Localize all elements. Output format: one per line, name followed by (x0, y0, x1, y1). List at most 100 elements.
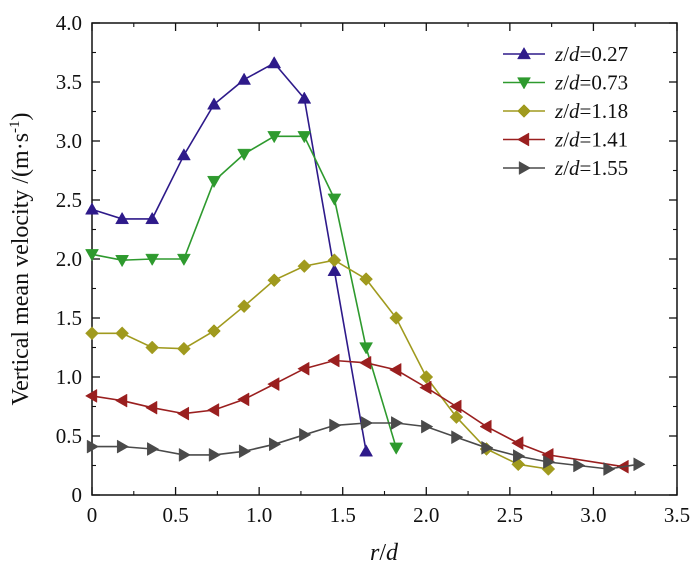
data-point (297, 361, 310, 376)
legend-item: z/d=1.18 (503, 99, 628, 123)
data-point (115, 393, 128, 408)
legend-var1: z (554, 156, 563, 180)
legend-sep: / (563, 42, 569, 66)
x-label-sep: / (379, 540, 386, 566)
data-point (147, 442, 160, 456)
legend-item: z/d=0.27 (503, 42, 628, 66)
data-point (297, 131, 312, 144)
data-point (360, 416, 374, 430)
data-point (176, 406, 190, 421)
data-point (267, 56, 282, 69)
y-tick-label: 0.5 (56, 424, 82, 448)
legend-marker (517, 77, 531, 90)
x-tick-label: 3.0 (580, 503, 606, 527)
data-point (419, 370, 434, 384)
data-point (116, 439, 130, 454)
data-point (176, 253, 191, 267)
data-point (85, 249, 99, 262)
series-4 (84, 353, 629, 474)
x-tick-label: 2.0 (413, 503, 439, 527)
legend-sep: / (563, 71, 569, 95)
legend-item: z/d=1.41 (503, 128, 628, 152)
series-line (92, 259, 549, 470)
data-point (391, 416, 404, 430)
data-point (238, 444, 252, 459)
legend-label: z/d=0.27 (554, 42, 628, 66)
y-tick-label: 4.0 (56, 11, 82, 35)
data-point (237, 299, 251, 314)
data-point (178, 447, 191, 462)
x-axis-label: r/d (370, 540, 399, 566)
data-point (327, 193, 342, 206)
legend-eq: =0.73 (580, 71, 629, 95)
series-line (91, 62, 367, 452)
data-point (573, 458, 586, 473)
x-tick-label: 1.0 (246, 503, 272, 527)
y-tick-label: 2.5 (56, 188, 82, 212)
data-point (329, 418, 342, 433)
data-point (237, 72, 252, 85)
legend-marker (517, 46, 531, 60)
data-point (359, 444, 374, 457)
data-point (207, 175, 221, 189)
series-layer (84, 56, 646, 476)
legend-var1: z (554, 71, 563, 95)
legend-var2: d (569, 156, 580, 180)
data-point (145, 211, 160, 225)
legend-sep: / (563, 99, 569, 123)
legend-label: z/d=1.55 (554, 156, 628, 180)
legend-eq: =1.41 (580, 128, 629, 152)
data-point (115, 326, 129, 341)
x-tick-label: 2.5 (497, 503, 523, 527)
data-point (84, 388, 98, 403)
legend-sep: / (563, 128, 569, 152)
data-point (389, 311, 404, 325)
x-tick-label: 3.5 (664, 503, 690, 527)
legend-eq: =1.55 (580, 156, 629, 180)
data-point (389, 362, 402, 377)
series-1 (85, 56, 374, 457)
data-point (145, 253, 160, 267)
data-point (115, 211, 130, 225)
x-tick-label: 0 (87, 503, 98, 527)
y-tick-label: 3.5 (56, 70, 82, 94)
data-point (603, 462, 616, 476)
series-line (91, 359, 624, 468)
x-tick-label: 0.5 (162, 503, 188, 527)
legend-var2: d (569, 99, 580, 123)
legend: z/d=0.27z/d=0.73z/d=1.18z/d=1.41z/d=1.55 (503, 42, 628, 180)
data-point (327, 353, 340, 368)
data-point (359, 355, 372, 370)
series-5 (86, 416, 646, 476)
x-label-var2: d (386, 540, 399, 566)
series-2 (85, 131, 404, 455)
legend-marker (517, 104, 531, 118)
data-point (479, 419, 492, 434)
legend-var2: d (569, 71, 580, 95)
data-point (389, 442, 404, 455)
data-point (327, 263, 342, 276)
axis-ticks: 0 0.5 1.0 1.5 2.0 2.5 3.0 3.5 0 0.5 1.0 1.5 2.0 2.5 3.… (56, 11, 690, 527)
data-point (237, 392, 250, 407)
y-label-main: Vertical mean velocity /(m·s (8, 133, 34, 406)
data-point (115, 255, 130, 268)
data-point (145, 340, 160, 355)
data-point (359, 272, 373, 286)
data-point (206, 403, 220, 417)
data-point (633, 457, 646, 472)
y-tick-label: 1.5 (56, 306, 82, 330)
data-point (299, 427, 312, 442)
legend-var2: d (569, 42, 580, 66)
data-point (86, 439, 100, 454)
data-point (85, 202, 99, 215)
data-point (449, 410, 464, 424)
data-point (237, 148, 252, 162)
legend-item: z/d=1.55 (503, 156, 628, 180)
data-point (451, 430, 464, 445)
legend-sep: / (563, 156, 569, 180)
y-label-close: ) (8, 112, 34, 120)
legend-var1: z (554, 42, 563, 66)
data-point (267, 273, 282, 288)
data-point (85, 326, 99, 341)
